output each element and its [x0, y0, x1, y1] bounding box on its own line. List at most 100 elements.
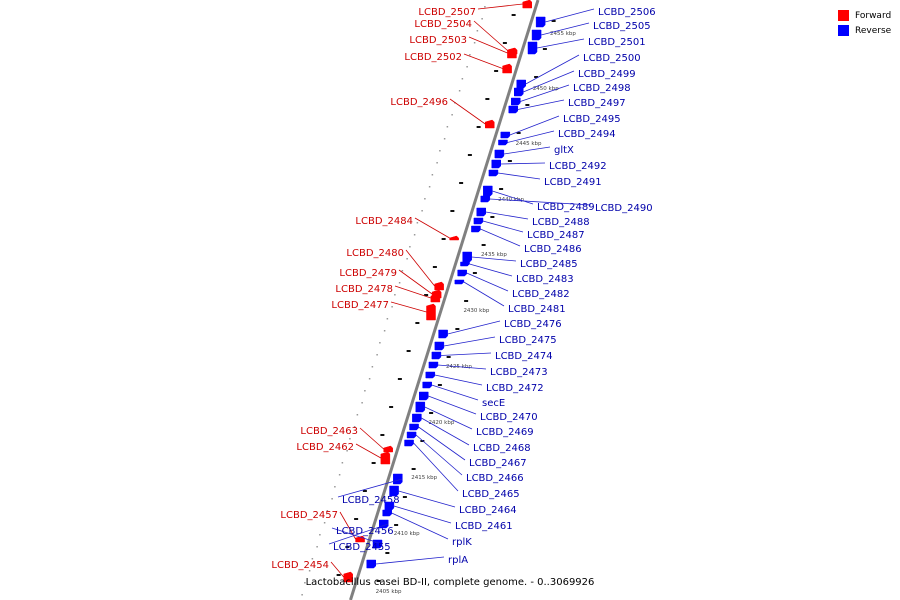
gene-leader — [545, 8, 595, 23]
gene-label: rplK — [452, 537, 472, 548]
gene-feature — [483, 185, 493, 197]
gene-leader — [480, 228, 521, 247]
map-tick — [336, 574, 341, 576]
gene-feature — [438, 329, 448, 339]
map-dot — [364, 390, 366, 392]
map-dot — [349, 438, 351, 440]
gene-label: LCBD_2494 — [558, 129, 616, 140]
map-tick — [380, 434, 385, 436]
map-dot — [481, 18, 483, 20]
gene-label: LCBD_2458 — [342, 495, 400, 506]
gene-feature — [431, 351, 442, 360]
map-dot — [451, 114, 453, 116]
map-tick — [389, 406, 394, 408]
gene-feature — [502, 63, 512, 74]
gene-label: LCBD_2505 — [593, 21, 651, 32]
gene-label: LCBD_2473 — [490, 367, 548, 378]
gene-label: LCBD_2475 — [499, 335, 557, 346]
map-dot — [458, 90, 461, 92]
gene-leader — [398, 490, 456, 508]
map-tick — [402, 496, 407, 498]
map-tick — [354, 518, 359, 520]
gene-leader — [468, 36, 508, 54]
map-dot — [446, 126, 449, 128]
map-dot — [338, 474, 341, 476]
map-dot — [308, 570, 311, 572]
gene-leader — [414, 217, 450, 239]
gene-label: LCBD_2462 — [296, 442, 354, 453]
gene-feature — [389, 485, 399, 497]
gene-label: LCBD_2499 — [578, 69, 636, 80]
map-tick — [376, 580, 381, 582]
gene-label: LCBD_2498 — [573, 83, 631, 94]
gene-label: LCBD_2461 — [455, 521, 513, 532]
coordinate-tick-label: 2450 kbp — [533, 86, 559, 92]
gene-leader — [482, 220, 524, 233]
gene-feature — [494, 149, 505, 159]
map-dot — [439, 150, 441, 152]
gene-leader — [525, 54, 580, 85]
gene-feature — [522, 0, 532, 9]
map-dot — [476, 30, 479, 32]
gene-leader — [328, 523, 389, 545]
map-dot — [398, 282, 401, 284]
map-tick — [472, 272, 477, 274]
gene-label: LCBD_2468 — [473, 443, 531, 454]
gene-leader — [469, 263, 513, 277]
gene-leader — [466, 272, 509, 292]
gene-leader — [398, 269, 433, 295]
gene-label: LCBD_2480 — [346, 248, 404, 259]
map-tick — [476, 126, 481, 128]
map-tick — [415, 322, 420, 324]
map-tick — [455, 328, 460, 330]
gene-feature — [343, 571, 353, 583]
gene-label: LCBD_2507 — [418, 7, 476, 18]
coordinate-tick-label: 2410 kbp — [394, 531, 420, 537]
gene-leader — [421, 417, 470, 446]
map-dot — [356, 414, 359, 416]
map-tick — [507, 160, 512, 162]
map-dot — [323, 522, 326, 524]
gene-leader — [489, 198, 592, 206]
map-dot — [391, 306, 393, 308]
gene-label: LCBD_2465 — [462, 489, 520, 500]
gene-feature — [383, 445, 393, 453]
map-tick — [516, 132, 521, 134]
gene-leader — [509, 115, 560, 136]
gene-feature — [384, 501, 395, 511]
gene-leader — [473, 20, 509, 52]
gene-label: LCBD_2469 — [476, 427, 534, 438]
gene-leader — [503, 146, 551, 155]
map-dot — [326, 510, 329, 512]
gene-feature — [514, 87, 524, 97]
legend-reverse-label: Reverse — [855, 25, 892, 36]
gene-label: LCBD_2472 — [486, 383, 544, 394]
map-dot — [466, 66, 468, 68]
gene-label: LCBD_2484 — [355, 216, 413, 227]
map-dot — [301, 594, 303, 596]
gene-label: rplA — [448, 555, 468, 566]
gene-feature — [454, 279, 465, 285]
gene-label: LCBD_2476 — [504, 319, 562, 330]
gene-label: LCBD_2483 — [516, 274, 574, 285]
gene-feature — [473, 217, 484, 225]
gene-label: LCBD_2489 — [537, 202, 595, 213]
gene-label: LCBD_2500 — [583, 53, 641, 64]
map-dot — [401, 270, 404, 272]
map-tick — [464, 300, 469, 302]
map-tick — [459, 182, 464, 184]
gene-label: LCBD_2501 — [588, 37, 646, 48]
map-tick — [499, 188, 504, 190]
gene-label: LCBD_2464 — [459, 505, 517, 516]
map-tick — [406, 350, 411, 352]
gene-feature — [498, 139, 508, 146]
coordinate-tick-label: 2415 kbp — [411, 475, 437, 481]
gene-label: LCBD_2485 — [520, 259, 578, 270]
map-tick — [441, 238, 446, 240]
map-dot — [386, 318, 389, 320]
gene-feature — [535, 16, 546, 28]
map-dot — [428, 186, 431, 188]
gene-label: LCBD_2454 — [271, 560, 329, 571]
gene-leader — [393, 505, 452, 524]
reverse-swatch — [838, 25, 849, 36]
